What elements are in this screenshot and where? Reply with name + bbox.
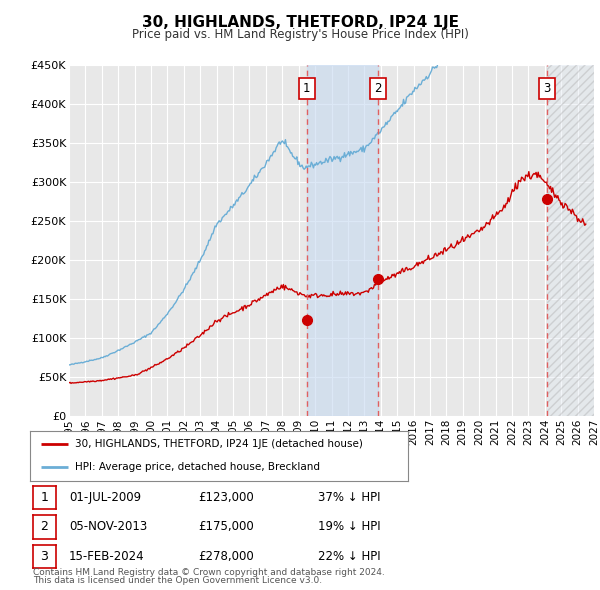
Text: 19% ↓ HPI: 19% ↓ HPI — [318, 520, 380, 533]
Text: This data is licensed under the Open Government Licence v3.0.: This data is licensed under the Open Gov… — [33, 576, 322, 585]
Text: Contains HM Land Registry data © Crown copyright and database right 2024.: Contains HM Land Registry data © Crown c… — [33, 568, 385, 577]
Text: 05-NOV-2013: 05-NOV-2013 — [69, 520, 147, 533]
Text: 1: 1 — [40, 491, 49, 504]
Text: 22% ↓ HPI: 22% ↓ HPI — [318, 550, 380, 563]
Bar — [547, 65, 594, 416]
Text: 37% ↓ HPI: 37% ↓ HPI — [318, 491, 380, 504]
Text: 2: 2 — [40, 520, 49, 533]
Text: 1: 1 — [303, 82, 311, 95]
Text: 30, HIGHLANDS, THETFORD, IP24 1JE: 30, HIGHLANDS, THETFORD, IP24 1JE — [142, 15, 458, 30]
Text: Price paid vs. HM Land Registry's House Price Index (HPI): Price paid vs. HM Land Registry's House … — [131, 28, 469, 41]
Text: HPI: Average price, detached house, Breckland: HPI: Average price, detached house, Brec… — [76, 463, 320, 473]
Text: 15-FEB-2024: 15-FEB-2024 — [69, 550, 145, 563]
Text: £278,000: £278,000 — [198, 550, 254, 563]
Text: 3: 3 — [543, 82, 550, 95]
Text: 2: 2 — [374, 82, 382, 95]
Bar — [547, 65, 594, 416]
Text: £123,000: £123,000 — [198, 491, 254, 504]
Bar — [547, 65, 594, 416]
Text: 30, HIGHLANDS, THETFORD, IP24 1JE (detached house): 30, HIGHLANDS, THETFORD, IP24 1JE (detac… — [76, 439, 363, 449]
Bar — [307, 65, 378, 416]
Text: 01-JUL-2009: 01-JUL-2009 — [69, 491, 141, 504]
Text: £175,000: £175,000 — [198, 520, 254, 533]
Text: 3: 3 — [40, 550, 49, 563]
